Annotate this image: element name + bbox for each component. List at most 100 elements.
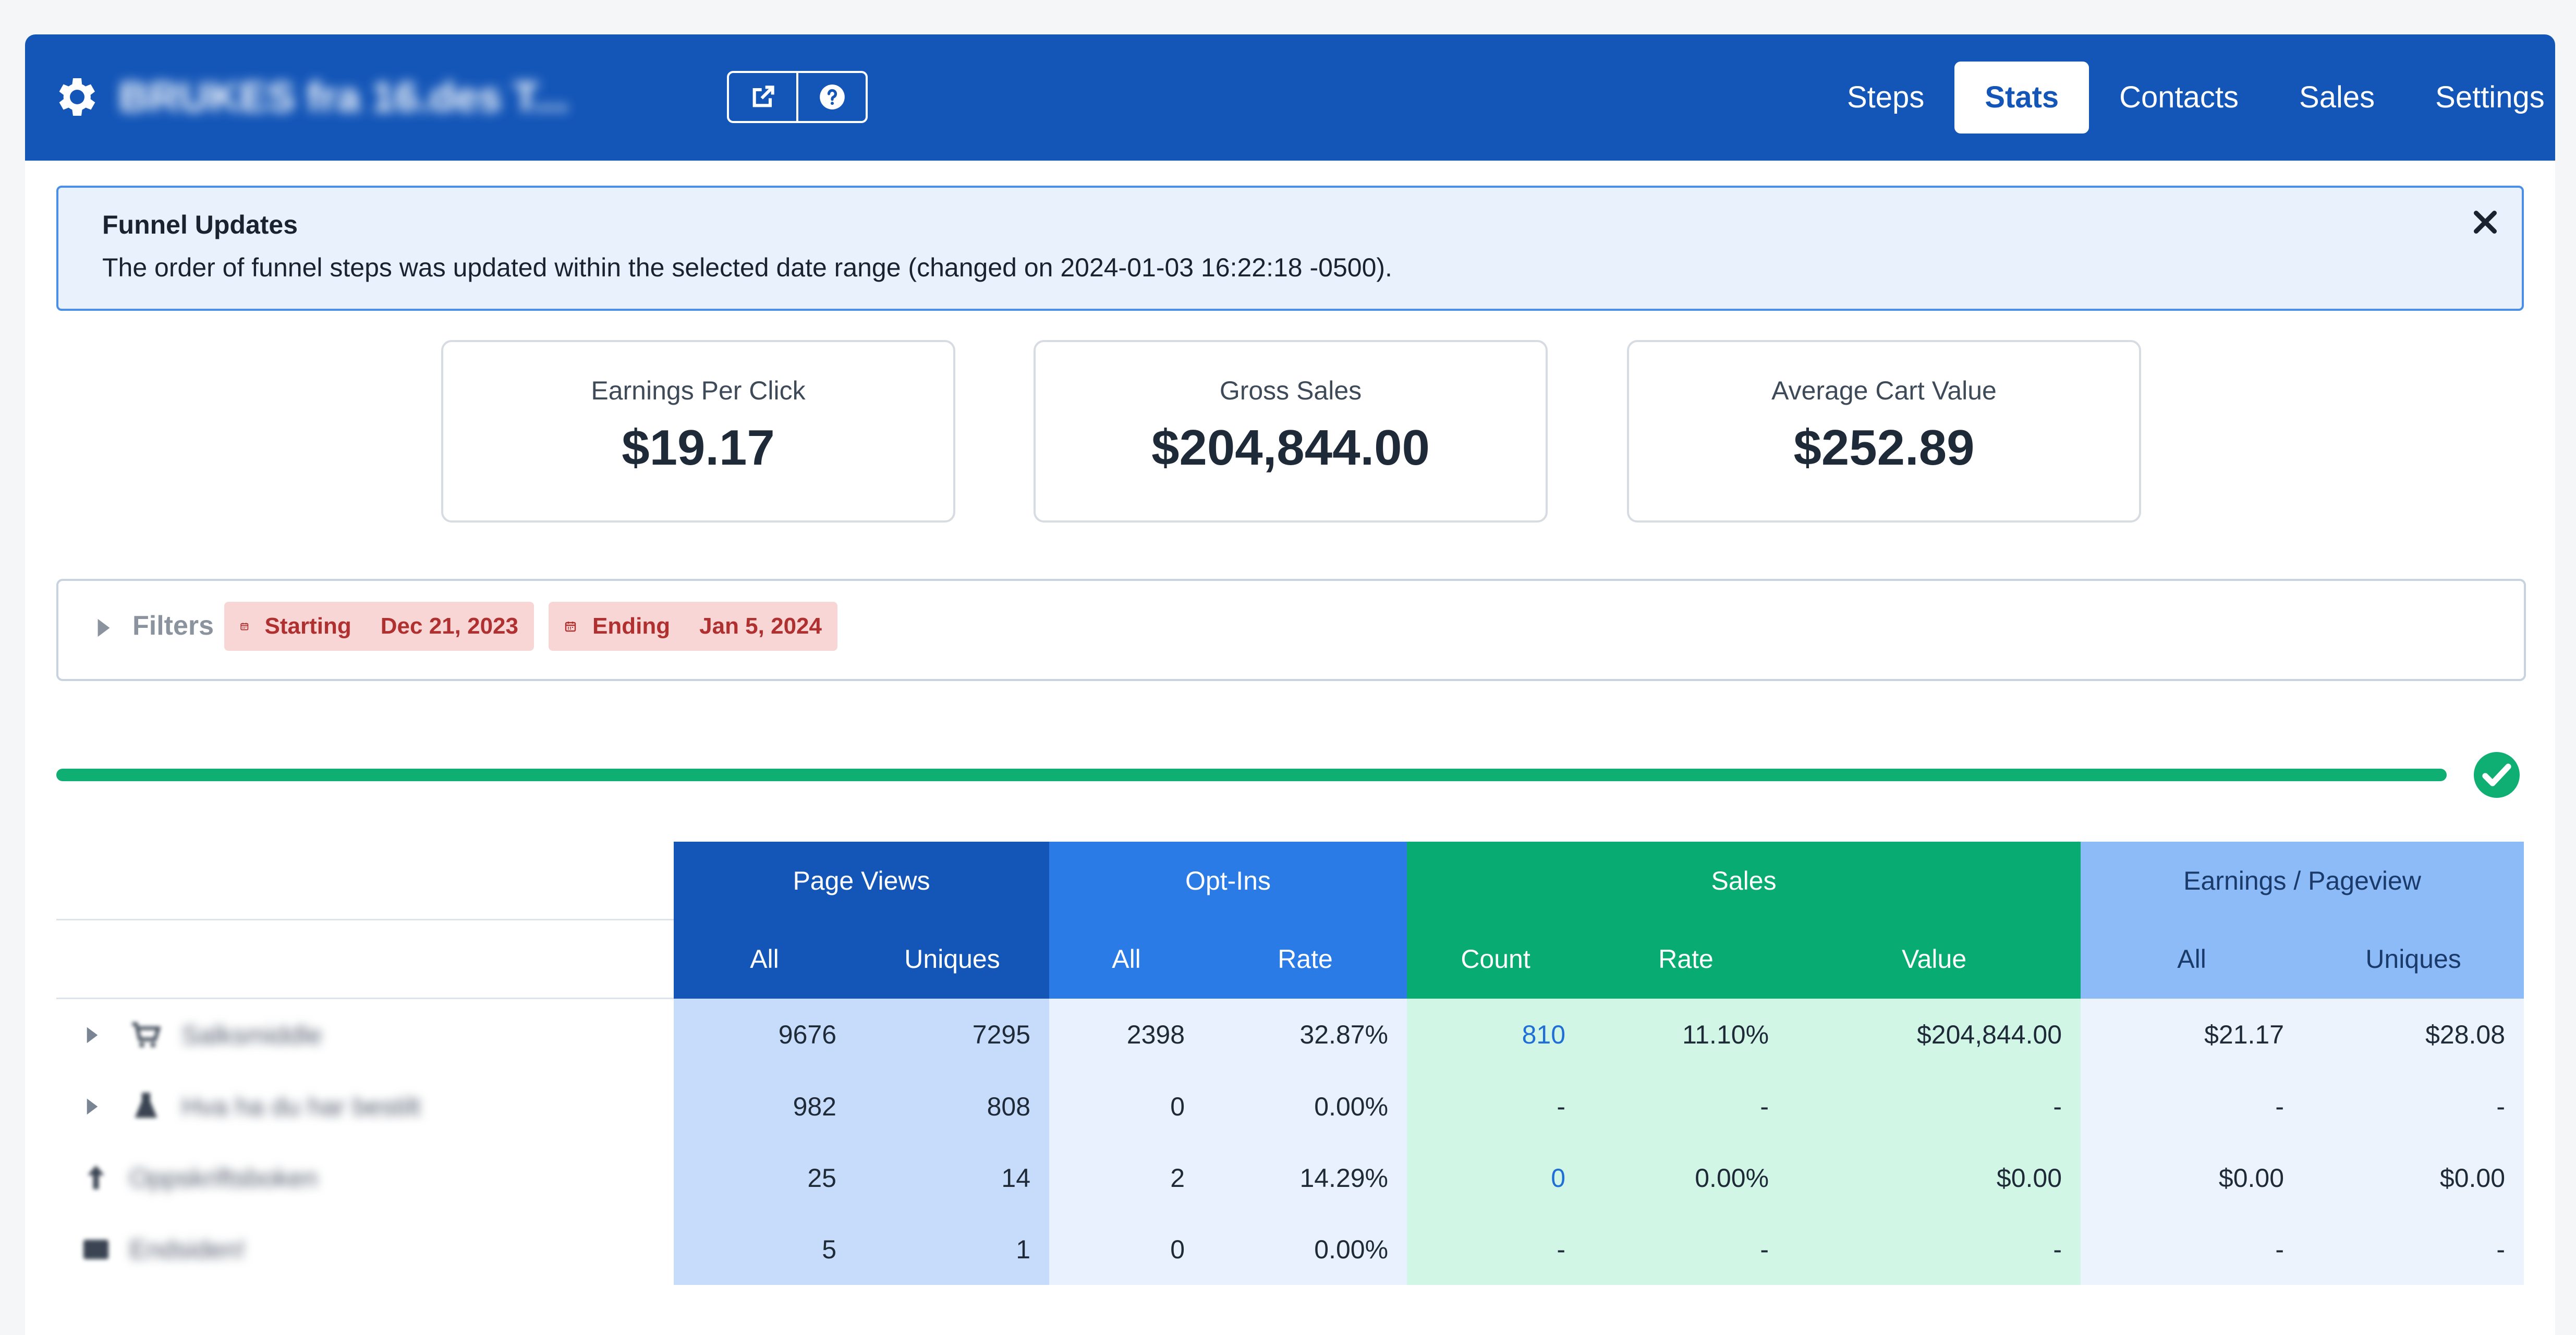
open-external-button[interactable] — [729, 73, 796, 121]
kpi-value: $19.17 — [622, 420, 775, 476]
pv-uniques-cell: 808 — [855, 1071, 1050, 1142]
chip-date: Dec 21, 2023 — [380, 613, 518, 639]
epp-uniques-cell: - — [2303, 1071, 2524, 1142]
kpi-label: Average Cart Value — [1771, 376, 1997, 405]
col-sales-value[interactable]: Value — [1788, 919, 2081, 999]
nav-contacts[interactable]: Contacts — [2119, 80, 2239, 114]
col-epp-all[interactable]: All — [2081, 919, 2303, 999]
caret-right-icon[interactable] — [86, 1097, 99, 1116]
epp-all-cell: - — [2081, 1071, 2303, 1142]
sales-count-link[interactable]: 0 — [1407, 1142, 1585, 1213]
header-opt-ins: Opt-Ins — [1049, 842, 1407, 920]
table-row[interactable]: Endsiden! 5 1 0 0.00% - - - - - — [56, 1213, 2524, 1285]
gear-icon[interactable] — [50, 72, 100, 122]
header-spacer — [56, 842, 674, 920]
chip-date: Jan 5, 2024 — [699, 613, 822, 639]
optin-rate-cell: 0.00% — [1204, 1071, 1407, 1142]
header-page-views: Page Views — [674, 842, 1050, 920]
sales-count-cell: - — [1407, 1213, 1585, 1285]
optin-rate-cell: 14.29% — [1204, 1142, 1407, 1213]
nav-steps[interactable]: Steps — [1847, 80, 1925, 114]
col-sales-count[interactable]: Count — [1407, 919, 1585, 999]
pv-uniques-cell: 1 — [855, 1213, 1050, 1285]
header-earnings-per-pageview: Earnings / Pageview — [2081, 842, 2524, 920]
sales-value-cell: $0.00 — [1788, 1142, 2081, 1213]
cart-icon — [132, 1022, 161, 1047]
optin-all-cell: 0 — [1049, 1213, 1204, 1285]
table-row[interactable]: Oppskriftsboken 25 14 2 14.29% 0 0.00% $… — [56, 1142, 2524, 1213]
header-bar: BRUKES fra 16.des T... Steps Stats Conta… — [25, 34, 2555, 161]
step-name: Oppskriftsboken — [129, 1163, 318, 1193]
step-name-cell[interactable]: Endsiden! — [56, 1213, 674, 1285]
pv-all-cell: 982 — [674, 1071, 855, 1142]
page-icon — [83, 1239, 108, 1259]
optin-all-cell: 0 — [1049, 1071, 1204, 1142]
optin-all-cell: 2 — [1049, 1142, 1204, 1213]
pv-all-cell: 25 — [674, 1142, 855, 1213]
sales-rate-cell: 0.00% — [1584, 1142, 1788, 1213]
nav-settings[interactable]: Settings — [2435, 80, 2545, 114]
close-icon[interactable] — [2470, 207, 2501, 238]
pv-uniques-cell: 7295 — [855, 998, 1050, 1071]
step-name-cell[interactable]: Oppskriftsboken — [56, 1142, 674, 1213]
main-nav: Steps Stats Contacts Sales Settings — [1817, 62, 2555, 134]
epp-uniques-cell: $0.00 — [2303, 1142, 2524, 1213]
epp-all-cell: - — [2081, 1213, 2303, 1285]
funnel-stats-table: Page Views Opt-Ins Sales Earnings / Page… — [56, 842, 2524, 1285]
epp-uniques-cell: $28.08 — [2303, 998, 2524, 1071]
col-pv-all[interactable]: All — [674, 919, 855, 999]
step-name: Endsiden! — [129, 1234, 246, 1264]
pv-all-cell: 9676 — [674, 998, 855, 1071]
kpi-card-gross-sales: Gross Sales $204,844.00 — [1034, 340, 1548, 523]
external-link-icon — [752, 86, 774, 107]
step-name-cell[interactable]: Hva ha du har bestilt — [56, 1071, 674, 1142]
kpi-card-average-cart-value: Average Cart Value $252.89 — [1627, 340, 2141, 523]
app-window: BRUKES fra 16.des T... Steps Stats Conta… — [25, 34, 2555, 1335]
kpi-value: $204,844.00 — [1151, 420, 1430, 476]
sales-value-cell: $204,844.00 — [1788, 998, 2081, 1071]
filter-chip-ending[interactable]: Ending Jan 5, 2024 — [549, 602, 837, 651]
kpi-label: Earnings Per Click — [591, 376, 806, 405]
sales-count-link[interactable]: 810 — [1407, 998, 1585, 1071]
help-button[interactable] — [796, 73, 866, 121]
caret-right-icon[interactable] — [96, 617, 112, 638]
pv-all-cell: 5 — [674, 1213, 855, 1285]
optin-rate-cell: 32.87% — [1204, 998, 1407, 1071]
alert-title: Funnel Updates — [102, 210, 298, 239]
header-spacer — [56, 919, 674, 999]
epp-uniques-cell: - — [2303, 1213, 2524, 1285]
col-optin-all[interactable]: All — [1049, 919, 1204, 999]
sales-count-cell: - — [1407, 1071, 1585, 1142]
col-pv-uniques[interactable]: Uniques — [855, 919, 1050, 999]
optin-all-cell: 2398 — [1049, 998, 1204, 1071]
header-button-group — [727, 71, 868, 123]
pv-uniques-cell: 14 — [855, 1142, 1050, 1213]
kpi-card-earnings-per-click: Earnings Per Click $19.17 — [441, 340, 955, 523]
table-subheader-row: All Uniques All Rate Count Rate Value Al… — [56, 919, 2524, 999]
table-row[interactable]: Hva ha du har bestilt 982 808 0 0.00% - … — [56, 1071, 2524, 1142]
nav-stats[interactable]: Stats — [1954, 62, 2089, 134]
filter-chip-starting[interactable]: Starting Dec 21, 2023 — [224, 602, 534, 651]
nav-sales[interactable]: Sales — [2299, 80, 2375, 114]
progress-bar — [56, 769, 2447, 781]
sales-value-cell: - — [1788, 1071, 2081, 1142]
filters-toggle[interactable]: Filters — [132, 611, 214, 641]
question-circle-icon — [819, 84, 845, 110]
col-epp-uniques[interactable]: Uniques — [2303, 919, 2524, 999]
chip-label: Ending — [592, 613, 671, 639]
calendar-icon — [565, 621, 576, 632]
caret-right-icon[interactable] — [86, 1026, 99, 1045]
optin-rate-cell: 0.00% — [1204, 1213, 1407, 1285]
col-sales-rate[interactable]: Rate — [1584, 919, 1788, 999]
table-row[interactable]: Salksmiddle 9676 7295 2398 32.87% 810 11… — [56, 998, 2524, 1071]
epp-all-cell: $21.17 — [2081, 998, 2303, 1071]
alert-text: The order of funnel steps was updated wi… — [102, 253, 1392, 282]
sales-rate-cell: - — [1584, 1213, 1788, 1285]
sales-rate-cell: - — [1584, 1071, 1788, 1142]
sales-value-cell: - — [1788, 1213, 2081, 1285]
col-optin-rate[interactable]: Rate — [1204, 919, 1407, 999]
step-name-cell[interactable]: Salksmiddle — [56, 998, 674, 1071]
flask-icon — [135, 1092, 157, 1118]
epp-all-cell: $0.00 — [2081, 1142, 2303, 1213]
funnel-name: BRUKES fra 16.des T... — [119, 74, 569, 120]
